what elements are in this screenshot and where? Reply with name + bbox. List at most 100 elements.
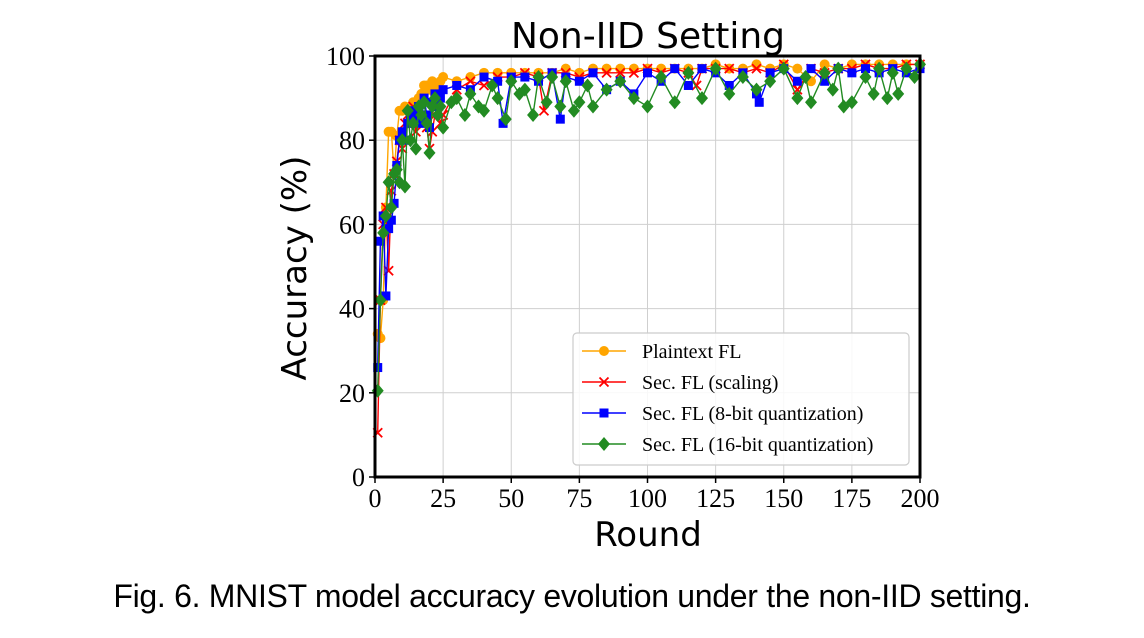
x-tick-label: 50 (498, 484, 524, 513)
data-point (791, 91, 804, 106)
data-point (587, 99, 599, 114)
data-point (845, 95, 858, 110)
data-point (683, 80, 693, 90)
data-point (379, 208, 392, 223)
data-point (750, 82, 763, 97)
data-point (574, 76, 584, 86)
data-point (540, 95, 553, 110)
data-point (409, 141, 422, 156)
data-point (723, 86, 736, 101)
data-point (628, 67, 640, 78)
data-point (867, 86, 880, 101)
y-axis-label: Accuracy (%) (275, 156, 315, 381)
data-point (614, 74, 627, 89)
data-point (818, 65, 831, 80)
data-point (601, 67, 612, 78)
data-point (386, 215, 396, 225)
x-tick-label: 200 (901, 484, 940, 513)
data-point (438, 72, 449, 83)
data-point (754, 97, 764, 107)
legend-entry: Plaintext FL (582, 341, 741, 363)
chart-title: Non-IID Setting (511, 16, 785, 57)
data-point (498, 118, 508, 128)
legend-entry: Sec. FL (scaling) (582, 372, 778, 394)
data-point (493, 76, 503, 86)
data-point (491, 91, 504, 106)
legend-label: Sec. FL (8-bit quantization) (642, 403, 863, 425)
data-point (792, 63, 803, 74)
data-point (415, 107, 428, 122)
x-tick-label: 75 (566, 484, 592, 513)
legend-label: Sec. FL (scaling) (642, 372, 778, 394)
data-point (555, 114, 565, 124)
series-4 (371, 57, 926, 398)
data-point (401, 103, 414, 118)
legend-label: Sec. FL (16-bit quantization) (642, 434, 873, 456)
figure-caption: Fig. 6. MNIST model accuracy evolution u… (113, 578, 1031, 614)
data-point (873, 61, 886, 76)
data-point (527, 107, 540, 122)
x-axis-label: Round (594, 515, 702, 555)
data-point (518, 82, 531, 97)
legend-swatch-marker (599, 408, 609, 418)
data-point (397, 127, 407, 137)
grid-lines (374, 55, 921, 478)
data-point (908, 70, 921, 85)
data-point (697, 64, 707, 74)
legend-swatch-marker (598, 437, 610, 451)
x-tick-label: 25 (430, 484, 456, 513)
data-point (668, 95, 681, 110)
data-point (792, 76, 802, 86)
data-point (806, 64, 816, 74)
x-tick-label: 175 (832, 484, 871, 513)
data-point (465, 76, 476, 87)
x-tick-label: 100 (628, 484, 667, 513)
legend-label: Plaintext FL (642, 341, 741, 363)
data-point (407, 116, 420, 131)
data-point (532, 70, 545, 85)
data-point (385, 200, 398, 215)
data-point (450, 91, 463, 106)
data-point (428, 91, 441, 106)
legend-entry: Sec. FL (16-bit quantization) (582, 434, 873, 456)
data-point (425, 123, 434, 133)
data-point (390, 162, 403, 177)
data-point (826, 82, 839, 97)
data-point (777, 61, 790, 76)
y-tick-label: 40 (339, 295, 365, 324)
data-point (381, 291, 391, 301)
data-point (581, 78, 594, 93)
x-tick-label: 0 (369, 484, 382, 513)
data-point (600, 82, 613, 97)
data-point (567, 103, 580, 118)
data-point (382, 175, 395, 190)
data-point (861, 64, 870, 74)
data-point (404, 133, 417, 148)
data-point (655, 70, 668, 85)
legend-swatch-marker (599, 346, 609, 356)
legend-entry: Sec. FL (8-bit quantization) (582, 403, 863, 425)
data-point (573, 95, 586, 110)
y-tick-label: 60 (339, 210, 365, 239)
data-point (892, 86, 905, 101)
data-point (389, 198, 399, 208)
data-point (520, 72, 530, 82)
data-point (736, 70, 749, 85)
legend-swatch-marker (598, 376, 610, 388)
y-tick-label: 100 (326, 42, 365, 71)
data-point (478, 80, 490, 91)
x-tick-label: 150 (764, 484, 803, 513)
data-point (559, 74, 572, 89)
data-point (434, 99, 447, 114)
data-point (375, 333, 386, 344)
data-point (847, 68, 857, 78)
data-point (900, 61, 913, 76)
data-point (396, 133, 409, 148)
data-point (859, 70, 872, 85)
data-point (505, 74, 518, 89)
data-point (724, 63, 735, 74)
data-point (670, 64, 680, 74)
data-point (423, 145, 436, 160)
data-point (377, 225, 390, 240)
data-point (479, 72, 489, 82)
